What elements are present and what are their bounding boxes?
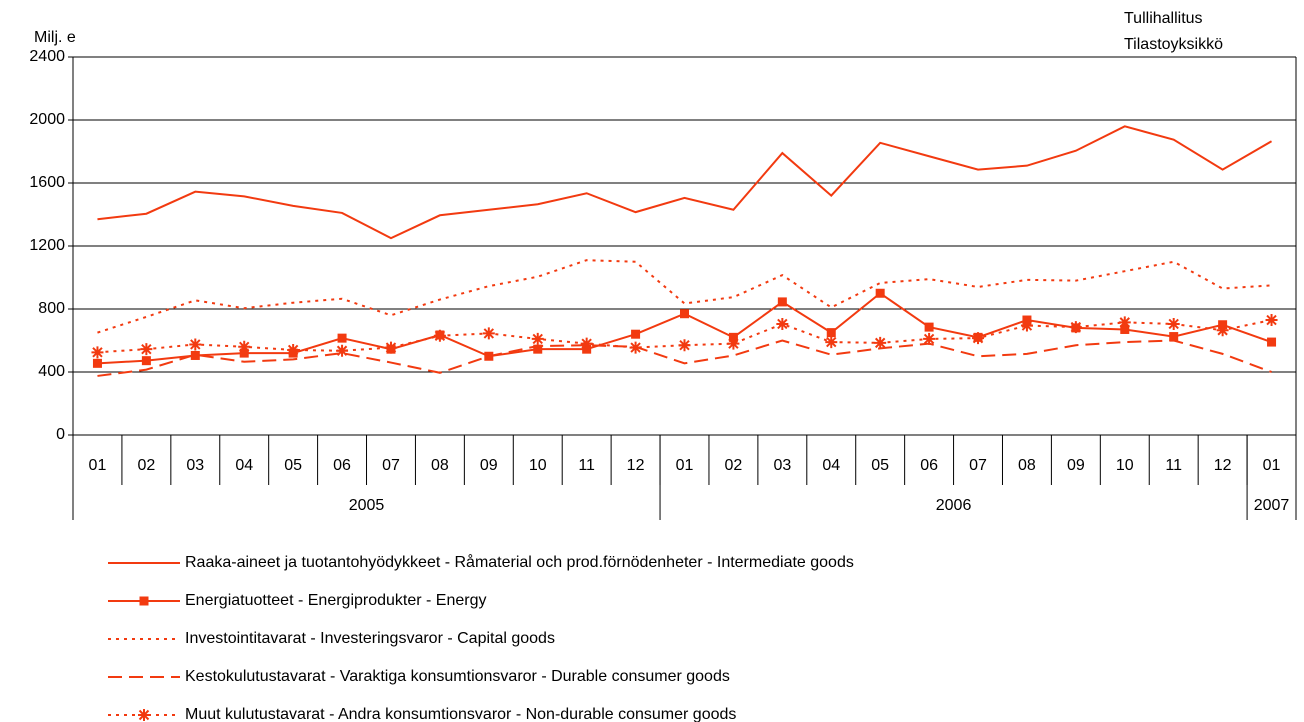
marker xyxy=(140,343,153,356)
series-line xyxy=(97,125,1273,240)
marker xyxy=(727,337,740,350)
marker xyxy=(92,358,102,368)
x-tick-label: 03 xyxy=(186,457,204,474)
marker xyxy=(189,338,202,351)
marker xyxy=(1069,321,1082,334)
x-tick-label: 04 xyxy=(235,457,253,474)
x-tick-label: 10 xyxy=(529,457,547,474)
marker xyxy=(1167,317,1180,330)
marker xyxy=(728,332,738,342)
marker xyxy=(1120,324,1130,334)
marker xyxy=(238,340,251,353)
marker xyxy=(287,343,300,356)
source: Tilastoyksikkö xyxy=(1124,36,1223,53)
legend-label: Energiatuotteet - Energiprodukter - Ener… xyxy=(185,592,487,609)
marker xyxy=(825,336,838,349)
legend-label: Muut kulutustavarat - Andra konsumtionsv… xyxy=(185,706,736,722)
marker xyxy=(337,333,347,343)
x-tick-label: 02 xyxy=(725,457,743,474)
legend-label: Kestokulutustavarat - Varaktiga konsumti… xyxy=(185,668,730,685)
x-tick-label: 08 xyxy=(1018,457,1036,474)
series-line xyxy=(97,339,1272,377)
marker xyxy=(239,348,249,358)
marker xyxy=(1169,332,1179,342)
marker xyxy=(924,322,934,332)
x-tick-label: 04 xyxy=(822,457,840,474)
year-label: 2005 xyxy=(349,497,385,514)
marker xyxy=(631,329,641,339)
x-tick-label: 01 xyxy=(1263,457,1281,474)
marker xyxy=(1216,324,1229,337)
y-tick-label: 400 xyxy=(38,363,65,380)
marker xyxy=(91,346,104,359)
marker xyxy=(336,344,349,357)
y-tick-label: 1600 xyxy=(29,174,65,191)
marker xyxy=(629,341,642,354)
year-label: 2007 xyxy=(1254,497,1290,514)
y-tick-label: 1200 xyxy=(29,237,65,254)
marker xyxy=(533,344,543,354)
marker xyxy=(680,309,689,319)
y-tick-label: 800 xyxy=(38,300,65,317)
marker xyxy=(531,332,544,345)
legend-label: Raaka-aineet ja tuotantohyödykkeet - Råm… xyxy=(185,553,854,571)
x-tick-label: 06 xyxy=(920,457,938,474)
y-axis-label: Milj. e xyxy=(34,29,76,46)
x-tick-label: 09 xyxy=(480,457,498,474)
marker xyxy=(826,328,836,338)
x-tick-label: 12 xyxy=(1214,457,1232,474)
marker xyxy=(138,709,150,721)
y-tick-label: 2400 xyxy=(29,48,65,65)
marker xyxy=(1267,337,1277,347)
marker xyxy=(678,339,691,352)
x-tick-label: 09 xyxy=(1067,457,1085,474)
x-tick-label: 01 xyxy=(89,457,107,474)
marker xyxy=(141,356,151,366)
x-tick-label: 08 xyxy=(431,457,449,474)
series-line xyxy=(97,292,1272,365)
marker xyxy=(777,297,787,307)
x-tick-label: 11 xyxy=(1165,457,1182,474)
marker xyxy=(139,596,149,606)
marker xyxy=(972,332,985,345)
marker xyxy=(923,332,936,345)
x-tick-label: 03 xyxy=(773,457,791,474)
series-line xyxy=(97,259,1272,334)
x-tick-label: 02 xyxy=(137,457,155,474)
x-tick-label: 06 xyxy=(333,457,351,474)
x-tick-label: 10 xyxy=(1116,457,1134,474)
year-label: 2006 xyxy=(936,497,972,514)
marker xyxy=(482,327,495,340)
marker xyxy=(1118,316,1131,329)
y-tick-label: 2000 xyxy=(29,111,65,128)
x-tick-label: 11 xyxy=(578,457,595,474)
y-tick-label: 0 xyxy=(56,426,65,443)
x-tick-label: 01 xyxy=(676,457,694,474)
x-tick-label: 12 xyxy=(627,457,645,474)
marker xyxy=(776,317,789,330)
x-tick-label: 07 xyxy=(382,457,400,474)
marker xyxy=(433,329,446,342)
marker xyxy=(190,350,200,360)
marker xyxy=(580,337,593,350)
x-tick-label: 07 xyxy=(969,457,987,474)
source: Tullihallitus xyxy=(1124,10,1203,27)
marker xyxy=(874,336,887,349)
marker xyxy=(1020,319,1033,332)
legend-label: Investointitavarat - Investeringsvaror -… xyxy=(185,630,555,647)
marker xyxy=(1265,314,1278,327)
x-tick-label: 05 xyxy=(871,457,889,474)
marker xyxy=(384,341,397,354)
x-tick-label: 05 xyxy=(284,457,302,474)
marker xyxy=(875,288,885,298)
